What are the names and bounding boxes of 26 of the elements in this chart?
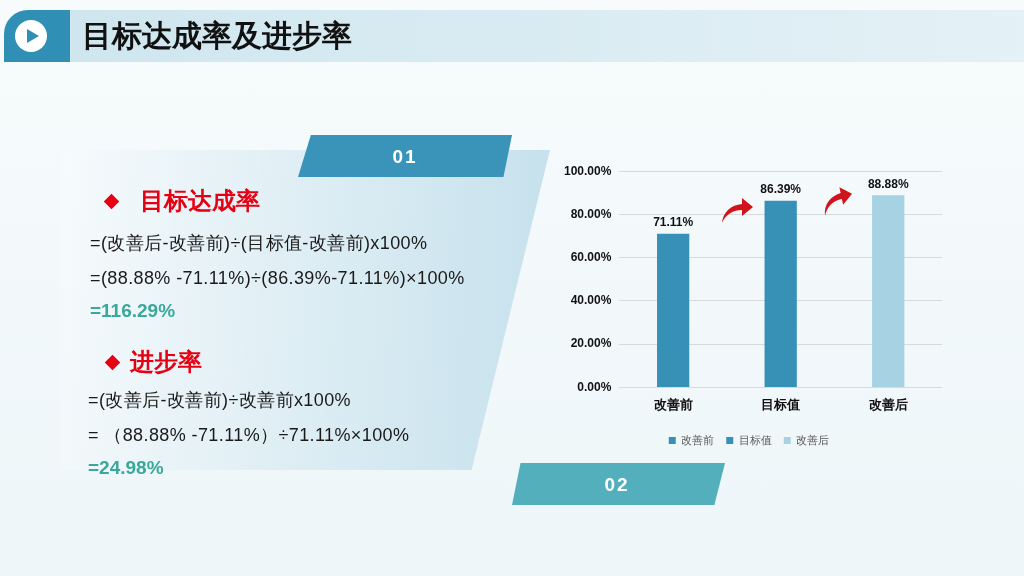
- legend-label: 目标值: [738, 433, 772, 446]
- x-tick-label: 目标值: [761, 396, 801, 412]
- text: 进步率: [130, 348, 202, 376]
- y-tick-label: 60.00%: [570, 249, 612, 264]
- y-tick-label: 80.00%: [570, 206, 612, 221]
- data-label: 86.39%: [760, 181, 802, 196]
- text: =24.98%: [88, 457, 164, 479]
- legend-label: 改善后: [796, 433, 830, 446]
- y-tick-label: 0.00%: [577, 379, 612, 394]
- legend-label: 改善前: [681, 433, 715, 446]
- text: =(改善后-改善前)÷(目标值-改善前)x100%: [90, 232, 428, 254]
- text: = （88.88% -71.11%）÷71.11%×100%: [88, 424, 410, 446]
- text: 目标达成率: [140, 187, 260, 215]
- text: 目标达成率及进步率: [82, 18, 352, 54]
- text: =(88.88% -71.11%)÷(86.39%-71.11%)×100%: [90, 267, 465, 289]
- y-tick-label: 20.00%: [570, 336, 612, 351]
- text: =(改善后-改善前)÷改善前x100%: [88, 389, 352, 411]
- data-label: 88.88%: [867, 176, 909, 191]
- text: 01: [392, 146, 418, 168]
- text: =116.29%: [90, 300, 176, 322]
- y-tick-label: 40.00%: [570, 293, 612, 308]
- text: 02: [604, 474, 630, 496]
- x-tick-label: 改善后: [868, 396, 908, 412]
- data-label: 71.11%: [653, 214, 694, 229]
- y-tick-label: 100.00%: [564, 163, 612, 178]
- x-tick-label: 改善前: [653, 396, 693, 412]
